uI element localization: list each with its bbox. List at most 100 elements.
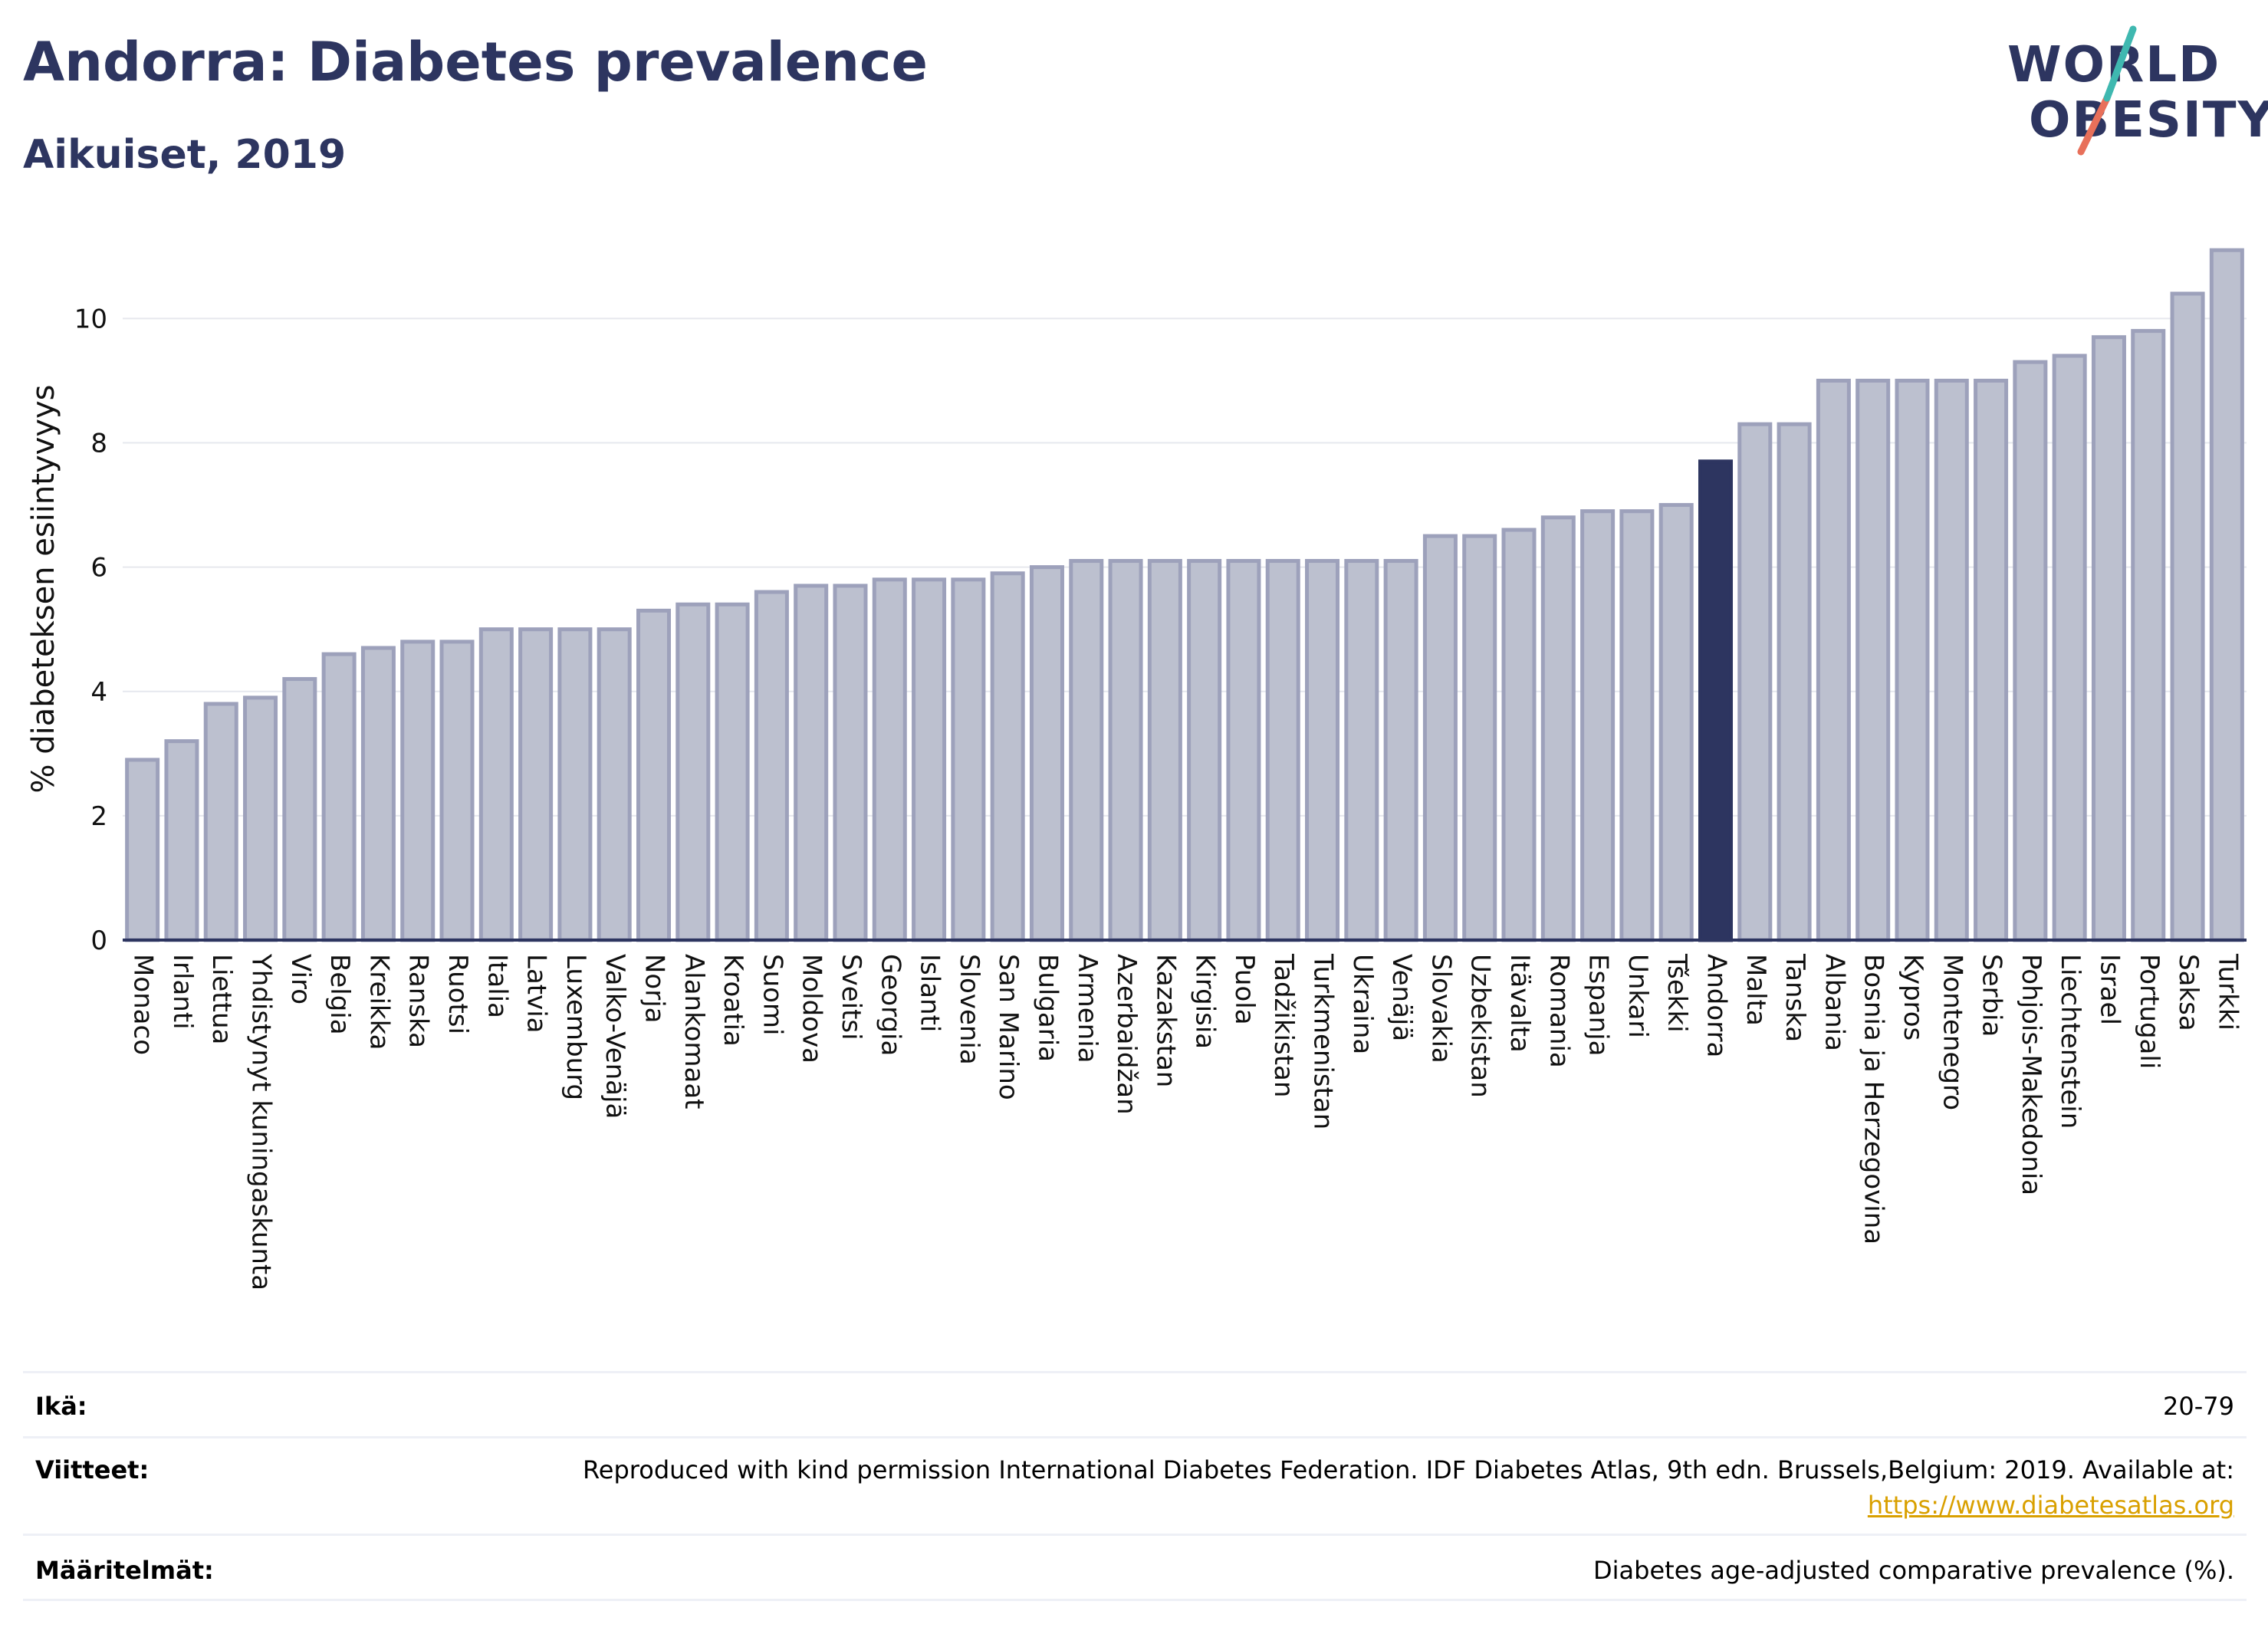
bar-venäjä (1383, 559, 1418, 942)
references-link[interactable]: https://www.diabetesatlas.org (1867, 1491, 2234, 1520)
bar-ukraina (1344, 559, 1379, 942)
x-tick-label: Bosnia ja Herzegovina (1859, 954, 1889, 1244)
x-tick-label: Malta (1740, 954, 1771, 1026)
x-tick-label: Serbia (1977, 954, 2007, 1037)
y-tick-label: 8 (90, 429, 107, 459)
bar-serbia (1974, 378, 2009, 942)
bar-albania (1816, 378, 1851, 942)
x-tick-label: Pohjois-Makedonia (2016, 954, 2046, 1195)
meta-row-definitions: Määritelmät: Diabetes age-adjusted compa… (23, 1534, 2247, 1601)
bar-turkki (2209, 248, 2244, 942)
logo-line2: OBESITY (2029, 92, 2268, 149)
y-tick-label: 0 (90, 925, 107, 956)
x-tick-label: Kreikka (363, 954, 394, 1050)
bar-viro (282, 677, 317, 942)
x-tick-label: Islanti (915, 954, 945, 1032)
bar-san-marino (990, 571, 1025, 942)
x-tick-label: Itävalta (1504, 954, 1535, 1053)
x-tick-label: Kypros (1898, 954, 1928, 1041)
bar-valko-venäjä (597, 627, 632, 942)
meta-row-references: Viitteet: Reproduced with kind permissio… (23, 1436, 2247, 1534)
x-tick-label: Unkari (1622, 954, 1653, 1038)
x-tick-label: Azerbaidžan (1111, 954, 1142, 1115)
bar-bulgaria (1029, 565, 1064, 942)
references-label: Viitteet: (35, 1455, 150, 1484)
metadata-table: Ikä: 20-79 Viitteet: Reproduced with kin… (23, 1371, 2247, 1601)
bar-itävalta (1501, 528, 1537, 942)
bar-slovakia (1422, 534, 1458, 942)
bar-belgia (321, 652, 357, 942)
y-tick-label: 6 (90, 553, 107, 584)
bar-uzbekistan (1462, 534, 1497, 942)
x-tick-label: Norja (639, 954, 670, 1024)
x-tick-label: Slovenia (954, 954, 984, 1065)
bar-tadžikistan (1265, 559, 1300, 942)
x-tick-label: Sveitsi (836, 954, 866, 1041)
bar-kazakstan (1147, 559, 1182, 942)
x-tick-label: Andorra (1701, 954, 1732, 1057)
bar-latvia (518, 627, 554, 942)
x-tick-label: Montenegro (1937, 954, 1967, 1110)
bar-moldova (794, 584, 829, 942)
world-obesity-logo: WORLD OBESITY (2001, 23, 2268, 161)
x-tick-label: Turkmenistan (1308, 953, 1339, 1129)
bar-luxemburg (557, 627, 593, 942)
page-title: Andorra: Diabetes prevalence (23, 31, 928, 94)
references-value: Reproduced with kind permission Internat… (582, 1455, 2234, 1484)
x-tick-label: Portugali (2134, 954, 2164, 1069)
bar-montenegro (1934, 378, 1969, 942)
bar-irlanti (164, 739, 199, 942)
bar-ranska (400, 639, 436, 942)
x-tick-label: Armenia (1072, 954, 1103, 1064)
x-tick-label: Israel (2094, 954, 2125, 1025)
bar-kirgisia (1187, 559, 1222, 942)
x-tick-label: Moldova (797, 954, 827, 1064)
x-tick-label: Ruotsi (442, 954, 473, 1034)
bar-malta (1737, 422, 1773, 942)
bar-sveitsi (833, 584, 868, 942)
x-tick-label: Turkki (2212, 953, 2243, 1031)
x-tick-label: Alankomaat (679, 954, 709, 1110)
bar-kreikka (360, 646, 396, 942)
x-tick-label: Liettua (206, 954, 237, 1044)
bar-liechtenstein (2052, 353, 2087, 942)
logo-slash-icon (2077, 25, 2137, 156)
bar-puola (1226, 559, 1261, 942)
bar-tšekki (1658, 503, 1694, 942)
x-tick-label: Ranska (403, 954, 434, 1048)
x-tick-label: Belgia (324, 954, 355, 1035)
bar-ruotsi (439, 639, 475, 942)
bar-slovenia (951, 577, 986, 942)
bar-israel (2091, 335, 2126, 942)
x-tick-label: Tadžikistan (1268, 953, 1299, 1097)
bar-andorra (1698, 459, 1734, 942)
bar-monaco (125, 758, 160, 942)
x-tick-label: Liechtenstein (2055, 954, 2086, 1129)
bar-espanja (1580, 509, 1616, 942)
y-axis-label: % diabeteksen esiintyvyys (26, 385, 61, 794)
bar-tanska (1777, 422, 1812, 942)
age-value: 20-79 (2163, 1392, 2234, 1421)
x-tick-label: Italia (482, 954, 512, 1018)
x-tick-label: Yhdistynyt kuningaskunta (246, 953, 277, 1290)
page-subtitle: Aikuiset, 2019 (23, 132, 347, 178)
x-tick-label: Kirgisia (1190, 954, 1221, 1049)
bar-kypros (1895, 378, 1930, 942)
definitions-label: Määritelmät: (35, 1556, 214, 1585)
x-tick-label: Ukraina (1347, 954, 1378, 1054)
y-tick-label: 2 (90, 801, 107, 832)
x-tick-label: Luxemburg (560, 954, 591, 1100)
x-tick-label: Saksa (2173, 954, 2204, 1031)
x-tick-label: Viro (285, 954, 316, 1004)
y-tick-label: 10 (74, 304, 107, 334)
bar-kroatia (715, 602, 750, 942)
x-tick-label: Puola (1229, 954, 1260, 1025)
x-tick-label: Irlanti (167, 954, 198, 1030)
x-tick-label: Uzbekistan (1465, 954, 1496, 1098)
x-tick-label: Suomi (757, 954, 787, 1036)
x-tick-label: Valko-Venäjä (600, 954, 630, 1119)
bar-azerbaidžan (1108, 559, 1143, 942)
x-tick-label: Latvia (521, 954, 552, 1034)
bar-saksa (2170, 291, 2205, 942)
x-tick-label: Monaco (128, 954, 159, 1055)
